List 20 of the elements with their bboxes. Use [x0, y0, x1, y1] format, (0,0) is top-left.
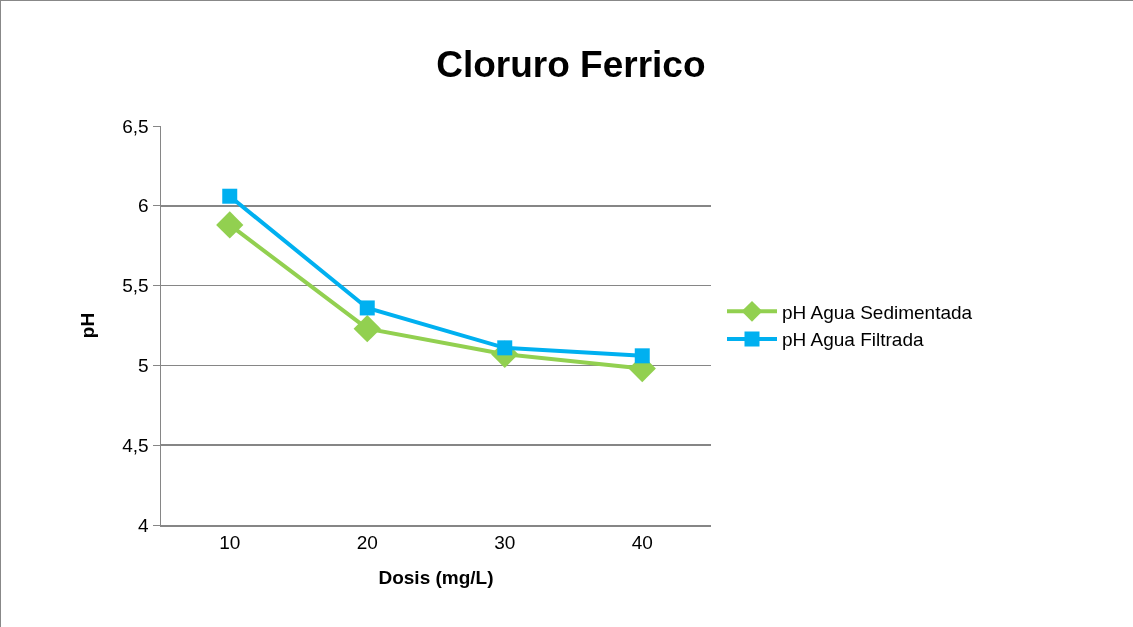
x-tick-label: 20 — [356, 532, 378, 554]
y-tick-label: 4 — [138, 514, 150, 536]
y-tick-label: 6 — [138, 195, 149, 217]
y-axis-title: pH — [77, 312, 99, 339]
chart-title: Cloruro Ferrico — [436, 43, 706, 85]
x-axis-title: Dosis (mg/L) — [378, 566, 494, 588]
x-tick-label: 40 — [631, 532, 653, 554]
legend-label: pH Agua Filtrada — [782, 329, 924, 351]
point — [359, 300, 375, 316]
legend-label: pH Agua Sedimentada — [782, 301, 973, 323]
y-tick-label: 5,5 — [122, 275, 149, 297]
point — [222, 188, 238, 204]
point — [634, 348, 650, 364]
point — [216, 211, 244, 239]
y-tick-label: 4,5 — [122, 434, 149, 456]
y-tick-label: 6,5 — [122, 115, 149, 137]
point — [353, 315, 381, 343]
x-tick-label: 10 — [219, 532, 241, 554]
x-tick-label: 30 — [494, 532, 516, 554]
y-tick-label: 5 — [138, 355, 149, 377]
